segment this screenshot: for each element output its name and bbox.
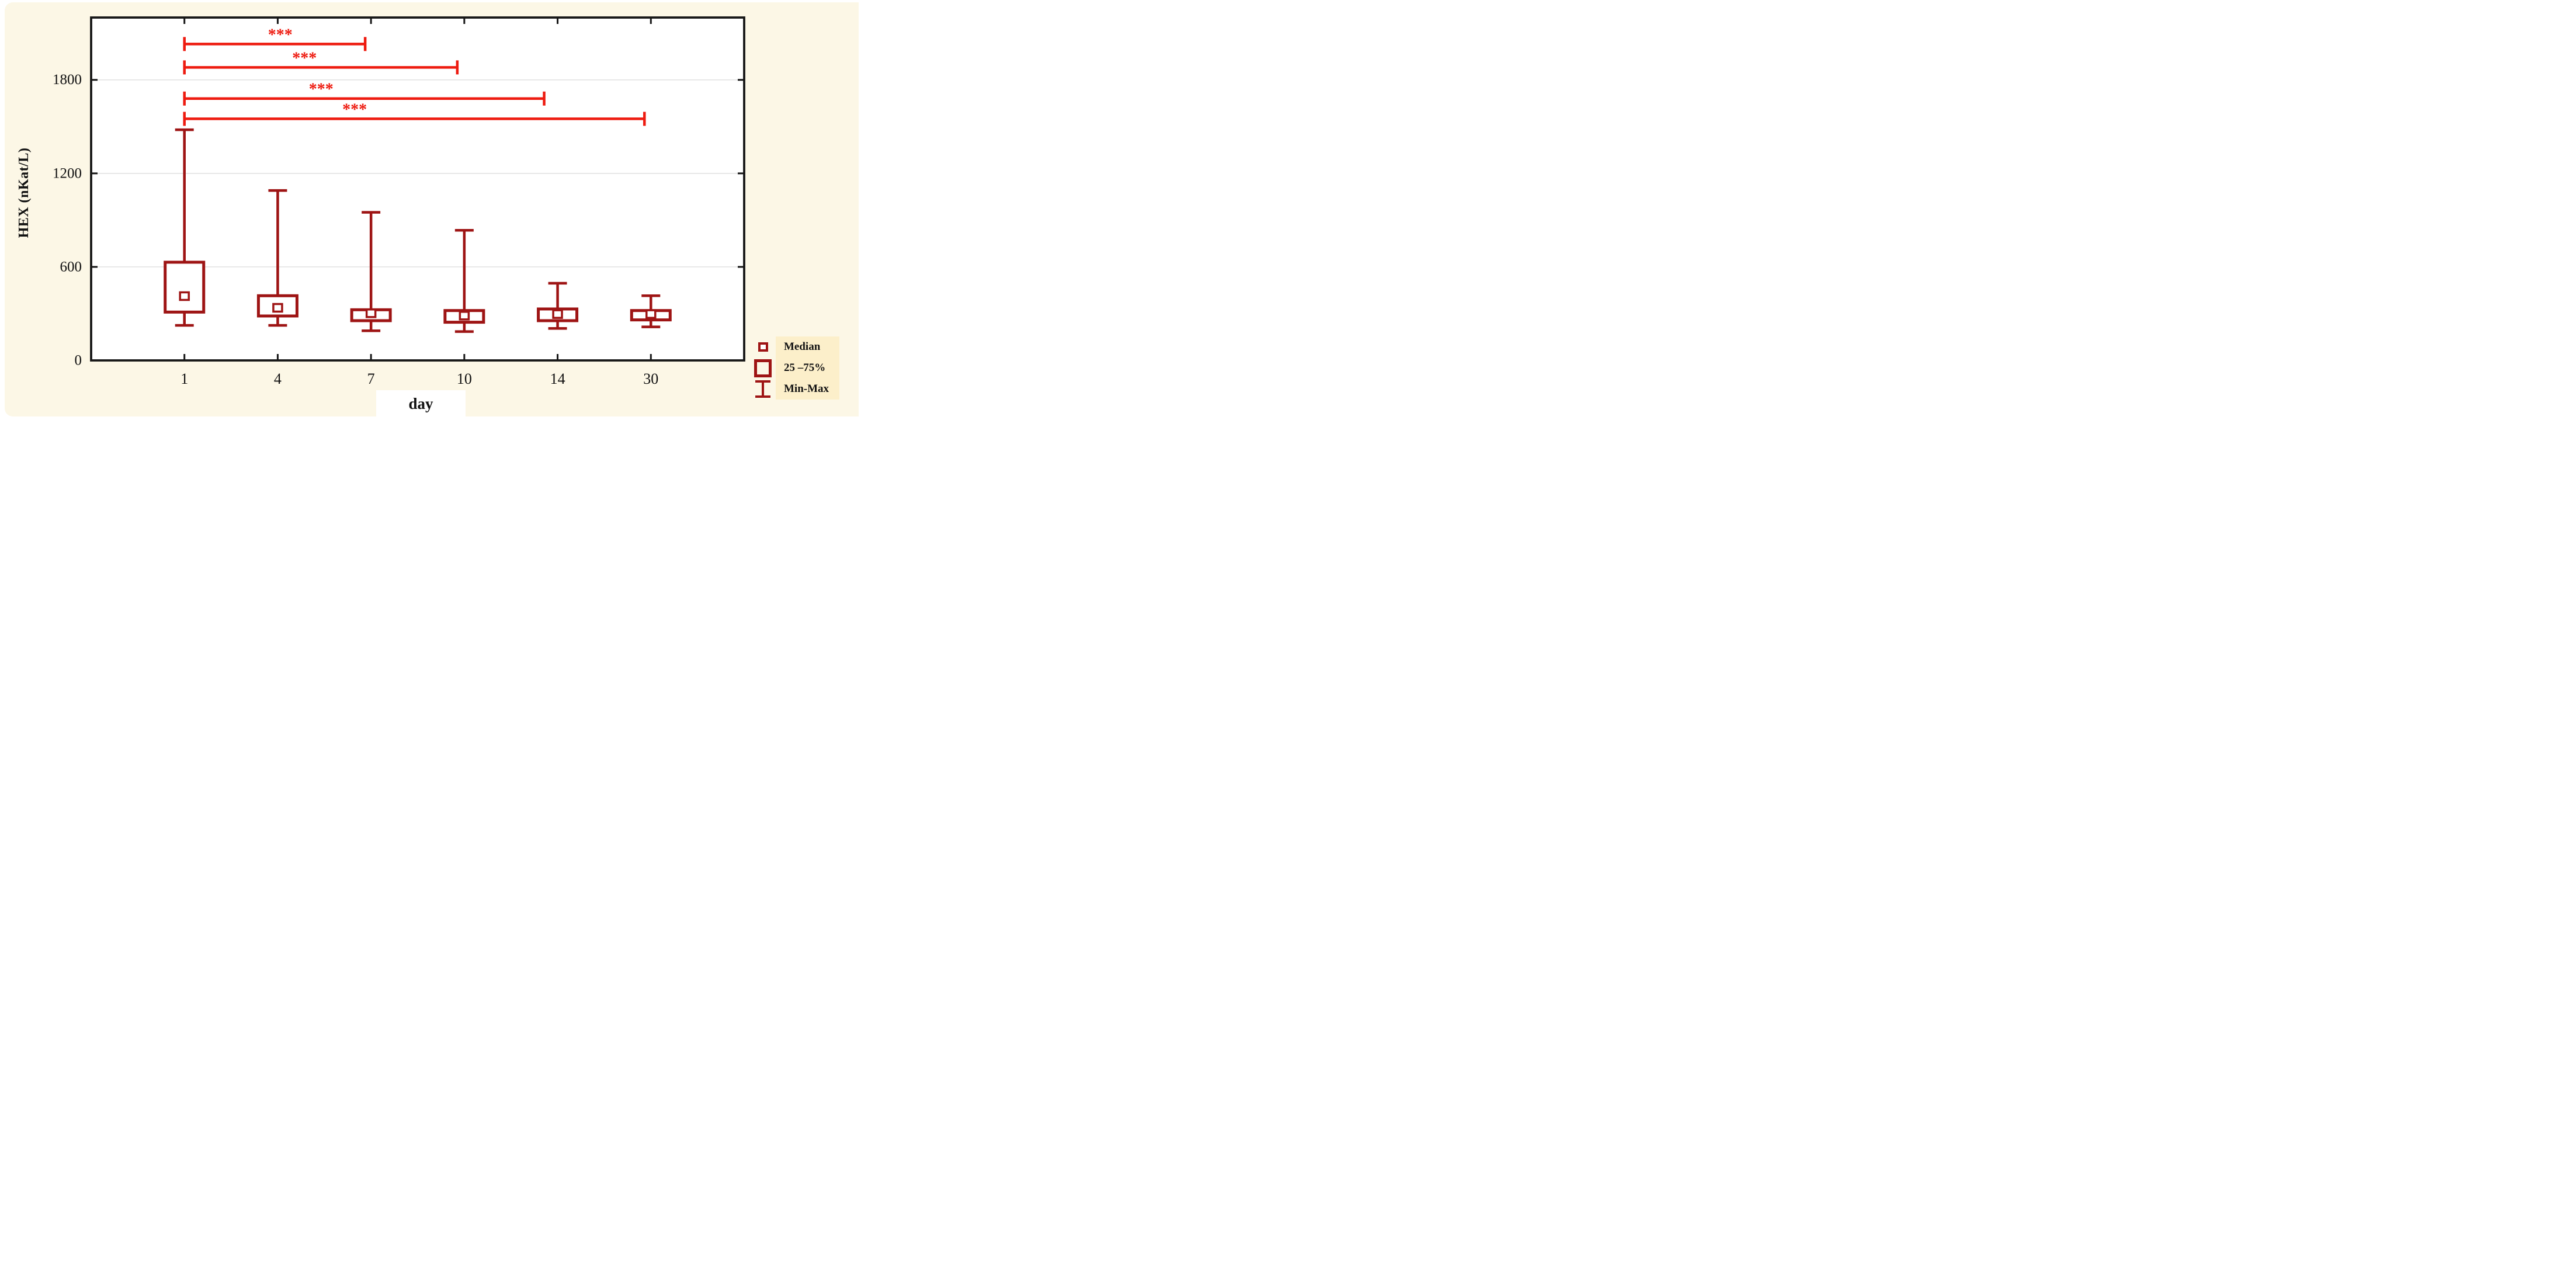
legend: Median 25 –75% Min-Max [750, 336, 840, 400]
significance-label: *** [309, 81, 334, 99]
x-tick-label: 1 [180, 370, 188, 387]
significance-label: *** [292, 49, 317, 67]
median-marker-day-7 [365, 308, 377, 318]
iqr-box-day-1 [164, 261, 206, 314]
median-marker-day-4 [272, 303, 283, 313]
legend-label-minmax: Min-Max [784, 383, 829, 395]
legend-label-iqr: 25 –75% [784, 362, 826, 374]
y-tick-label: 1200 [53, 165, 82, 181]
x-tick-label: 4 [274, 370, 282, 387]
x-axis-title: day [408, 395, 433, 412]
legend-icons [750, 336, 776, 400]
x-tick-label: 30 [643, 370, 658, 387]
legend-label-median: Median [784, 341, 821, 353]
significance-label: *** [268, 26, 293, 44]
x-axis-title-patch [376, 390, 466, 416]
y-tick-label: 600 [60, 259, 82, 275]
x-tick-label: 14 [550, 370, 565, 387]
significance-label: *** [342, 100, 367, 119]
minmax-whisker-icon [755, 380, 770, 398]
x-tick-label: 10 [457, 370, 472, 387]
median-marker-day-30 [645, 309, 657, 319]
plot-frame [90, 16, 745, 362]
y-axis-title: HEX (nKat/L) [16, 147, 32, 238]
x-tick-label: 7 [367, 370, 375, 387]
median-marker-day-10 [459, 311, 470, 321]
y-tick-label: 1800 [53, 72, 82, 88]
median-marker-icon [758, 342, 768, 352]
y-tick-label: 0 [75, 353, 82, 369]
legend-panel: Median 25 –75% Min-Max [776, 336, 840, 400]
median-marker-day-1 [179, 291, 190, 301]
iqr-box-icon [754, 359, 772, 377]
figure-canvas: 0 600 1200 1800 1 4 7 10 14 30 *** *** *** *** HEX (n… [0, 0, 859, 422]
median-marker-day-14 [552, 309, 563, 319]
